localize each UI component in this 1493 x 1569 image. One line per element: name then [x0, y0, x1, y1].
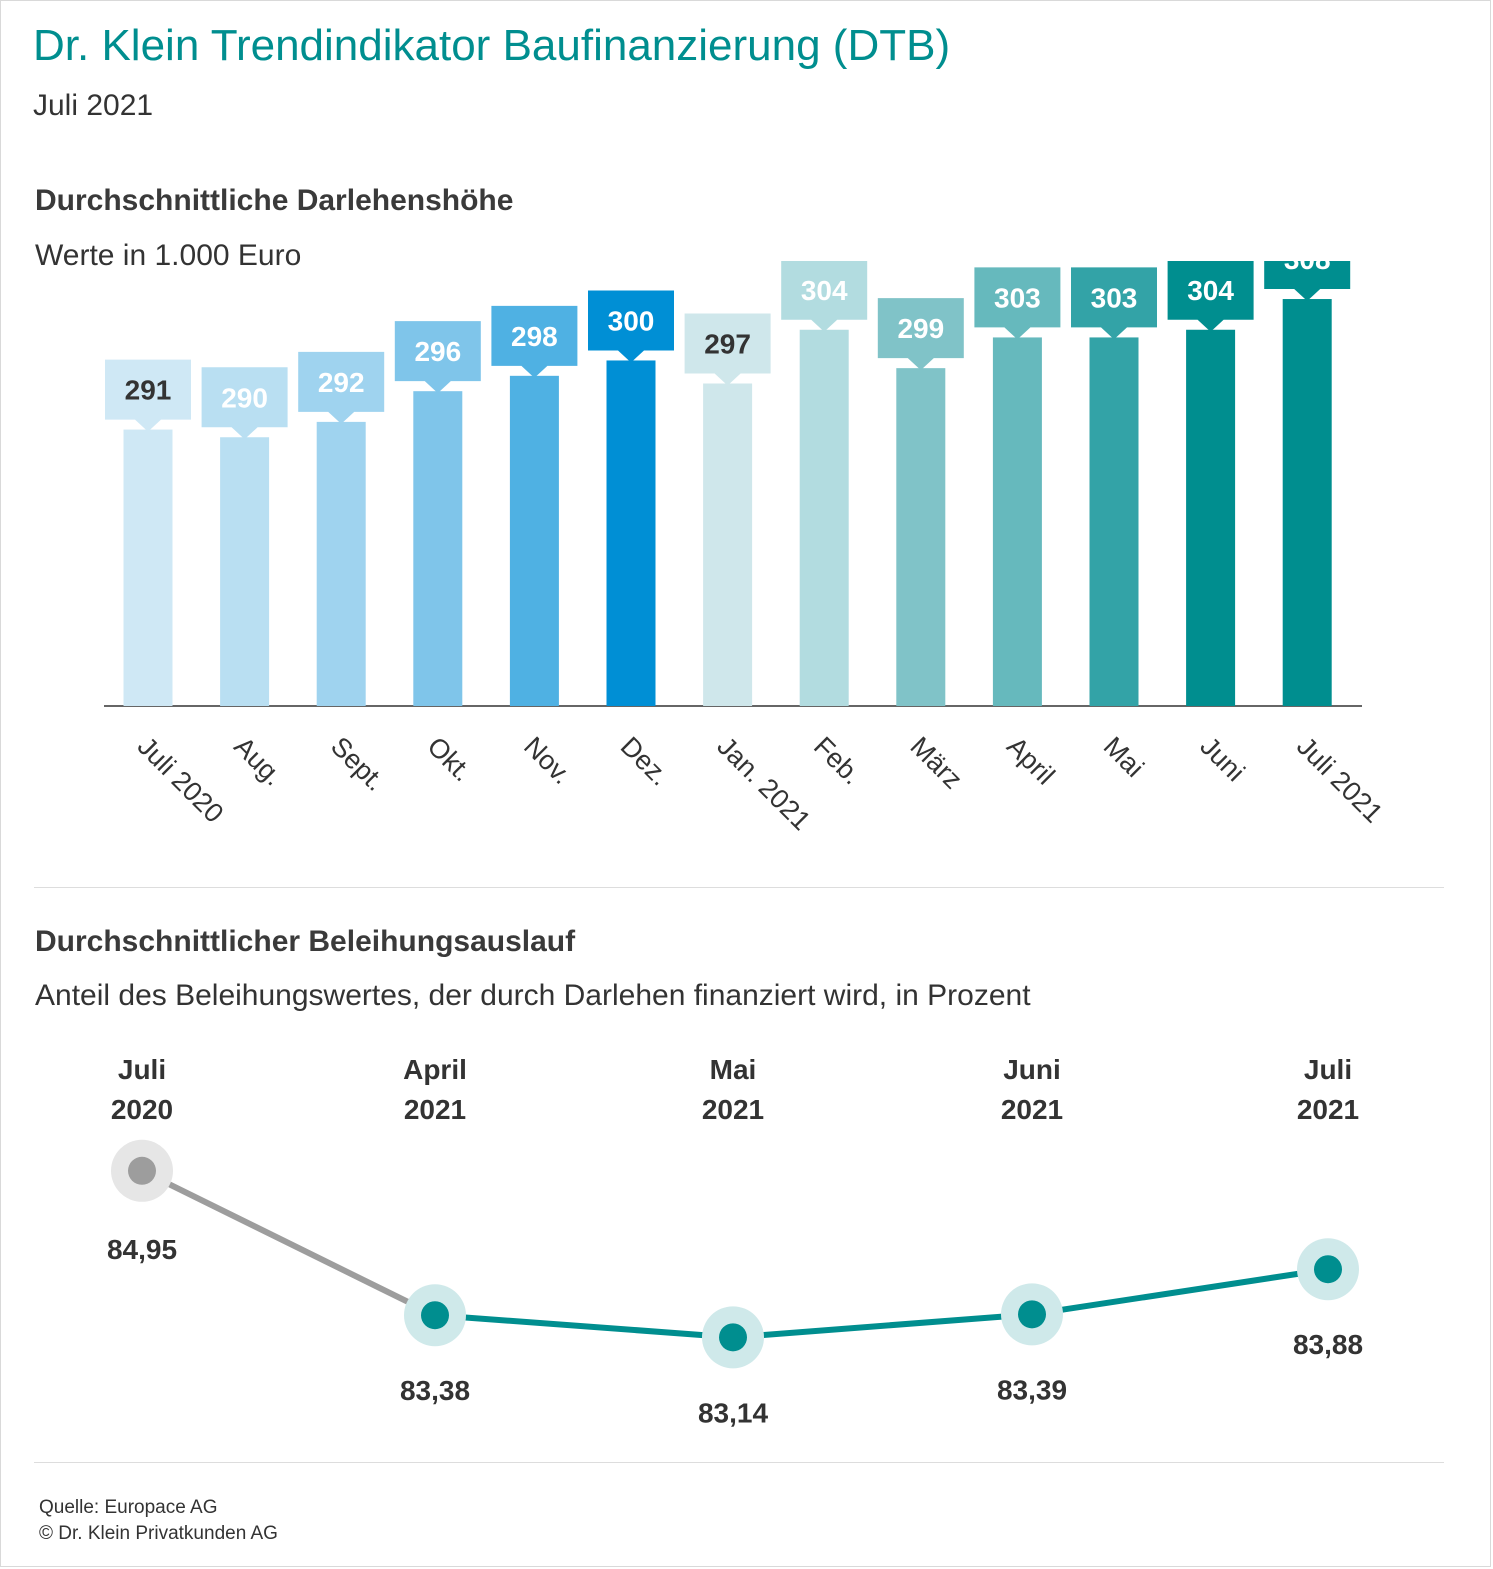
data-point: [421, 1301, 449, 1330]
x-tick-label: Juli: [1304, 1054, 1352, 1085]
x-tick-label-year: 2021: [702, 1094, 764, 1125]
x-tick-label: Jan. 2021: [711, 731, 816, 836]
data-label-callout: [1264, 261, 1351, 302]
data-label: 299: [897, 313, 944, 344]
data-point: [128, 1156, 156, 1185]
x-tick-label: Nov.: [518, 731, 577, 790]
data-label-callout: [974, 267, 1061, 340]
x-tick-label: Juli 2021: [1291, 731, 1389, 829]
ltv-section-subheading: Anteil des Beleihungswertes, der durch D…: [35, 979, 1031, 1012]
bar: [992, 337, 1042, 706]
x-tick-label-year: 2021: [1297, 1094, 1359, 1125]
data-label-callout: [588, 290, 674, 363]
x-tick-label: Okt.: [422, 731, 478, 787]
ltv-line-chart: Juli 2020 April 2021 Mai 2021 Juni 2021 Juli 2021…: [107, 1054, 1363, 1428]
data-label: 303: [994, 282, 1041, 313]
data-label: 296: [414, 336, 461, 367]
footer-divider: [34, 1462, 1444, 1463]
x-tick-label-year: 2021: [1001, 1094, 1063, 1125]
x-tick-label: Juni: [1003, 1054, 1061, 1085]
loan-section-subheading: Werte in 1.000 Euro: [35, 239, 302, 272]
bar: [316, 421, 366, 706]
x-tick-label-year: 2021: [404, 1094, 466, 1125]
ltv-section-heading: Durchschnittlicher Beleihungsauslauf: [35, 925, 576, 958]
data-point: [1314, 1255, 1342, 1284]
data-label: 308: [1284, 261, 1331, 275]
data-label: 303: [1091, 282, 1138, 313]
data-label: 304: [801, 275, 848, 306]
bar: [703, 383, 753, 706]
x-tick-label: Juli: [118, 1054, 166, 1085]
data-label: 83,38: [400, 1375, 470, 1406]
data-label: 291: [125, 375, 172, 406]
data-label: 290: [221, 382, 268, 413]
data-label-callout: [1167, 261, 1254, 332]
x-tick-label: April: [403, 1054, 467, 1085]
data-label: 298: [511, 321, 558, 352]
bar: [220, 437, 270, 706]
data-label-callout: [394, 321, 481, 394]
bar: [123, 429, 173, 706]
data-point: [1018, 1300, 1046, 1329]
series-line-previous: [140, 1168, 437, 1318]
data-label: 83,39: [997, 1374, 1067, 1405]
data-label-callout: [877, 298, 964, 371]
x-tick-label-year: 2020: [111, 1094, 173, 1125]
bar: [799, 329, 849, 706]
x-tick-label: Mai: [1098, 731, 1150, 783]
bar: [606, 360, 656, 706]
data-label-callout: [105, 359, 191, 432]
data-label-callout: [491, 305, 578, 378]
bar: [509, 375, 559, 706]
bar: [1089, 337, 1139, 706]
copyright-note: © Dr. Klein Privatkunden AG: [39, 1523, 278, 1544]
x-tick-label: Juli 2020: [132, 731, 230, 829]
data-point: [719, 1323, 747, 1352]
data-label: 83,14: [698, 1397, 768, 1428]
x-tick-label: Mai: [710, 1054, 757, 1085]
loan-section-heading: Durchschnittliche Darlehenshöhe: [35, 184, 514, 217]
x-tick-label: Dez.: [615, 731, 675, 791]
data-label-callout: [201, 367, 288, 440]
data-label: 84,95: [107, 1234, 177, 1265]
data-label-callout: [684, 313, 771, 386]
series-line: [434, 1266, 1329, 1341]
loan-bar-chart: 291 Juli 2020 290 Aug. 292 Sept. 296 Okt. 298 Nov…: [104, 261, 1389, 836]
data-label-callout: [781, 261, 868, 332]
data-label: 83,88: [1293, 1329, 1363, 1360]
x-tick-label: März: [905, 731, 969, 795]
data-label: 300: [608, 305, 655, 336]
page-subtitle: Juli 2021: [33, 89, 154, 122]
data-label: 304: [1187, 275, 1234, 306]
page-title: Dr. Klein Trendindikator Baufinanzierung…: [33, 21, 951, 70]
section-divider: [34, 887, 1444, 888]
x-tick-label: April: [1001, 731, 1060, 790]
data-label: 297: [704, 329, 751, 360]
x-tick-label: Feb.: [808, 731, 867, 790]
bar: [1282, 299, 1332, 706]
bar: [896, 368, 946, 706]
data-label-callout: [1071, 267, 1157, 340]
x-tick-label: Aug.: [228, 731, 288, 791]
x-tick-label: Juni: [1194, 731, 1250, 787]
bar: [413, 391, 463, 706]
bar: [1186, 329, 1236, 706]
data-label: 292: [318, 367, 365, 398]
x-tick-label: Sept.: [325, 731, 391, 797]
data-label-callout: [298, 351, 385, 424]
source-note: Quelle: Europace AG: [39, 1497, 218, 1518]
